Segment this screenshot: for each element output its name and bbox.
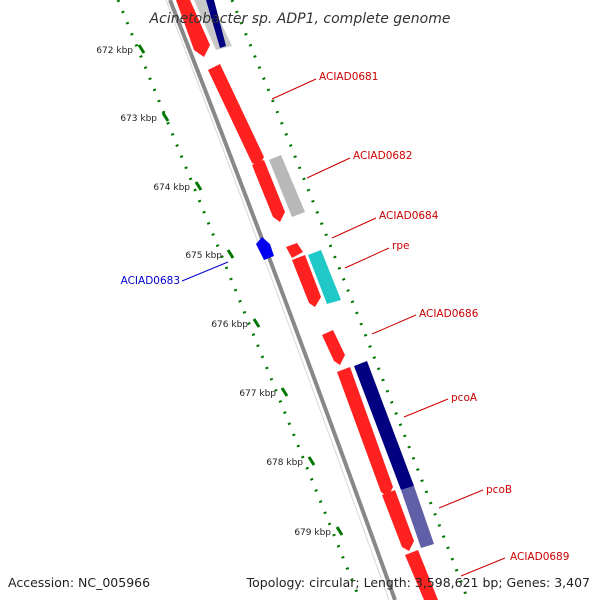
coordinate-ticks: 672 kbp 673 kbp 674 kbp 675 kbp 676 kbp 677 k… (96, 44, 344, 538)
gene-label-pcob[interactable]: pcoB (486, 484, 512, 496)
inner-green-dotted-ring (116, 0, 362, 600)
cds-forward-rpe (292, 255, 321, 307)
gene-callout-line (271, 78, 317, 100)
accession-text: Accession: NC_005966 (8, 575, 150, 590)
blast-bar-grey-0682 (269, 155, 305, 217)
gene-callout-line (403, 398, 449, 418)
gene-label-aciad0682[interactable]: ACIAD0682 (353, 150, 412, 162)
cds-forward-0680 (176, 0, 210, 57)
cds-forward-0684 (286, 243, 303, 258)
gene-label-aciad0686[interactable]: ACIAD0686 (419, 308, 479, 320)
tick-label: 678 kbp (266, 458, 303, 468)
tick-mark (194, 181, 203, 191)
tick-label: 672 kbp (96, 46, 133, 56)
cds-reverse-0683 (256, 237, 274, 260)
cds-forward-0689 (405, 550, 438, 600)
tick-mark (252, 318, 261, 328)
gene-callout-line (438, 489, 484, 509)
outer-green-dotted-ring (230, 0, 470, 600)
cds-forward-0681 (208, 64, 264, 166)
tick-mark (280, 387, 289, 397)
genome-summary-text: Topology: circular; Length: 3,598,621 bp… (246, 575, 590, 590)
tick-mark (137, 44, 146, 54)
blast-bar-navy-pco (354, 361, 414, 490)
tick-label: 674 kbp (153, 183, 190, 193)
tick-label: 677 kbp (239, 389, 276, 399)
gene-label-rpe[interactable]: rpe (392, 240, 409, 252)
blast-bar-navy-top (206, 0, 226, 48)
tick-mark (226, 249, 235, 259)
gene-callout-line (181, 261, 229, 282)
tick-mark (307, 456, 316, 466)
cds-forward-pcoB (382, 490, 414, 551)
map-title: Acinetobacter sp. ADP1, complete genome (149, 11, 451, 27)
cds-forward-0686 (322, 330, 345, 365)
backbone-outer (168, 0, 397, 600)
backbone-inner (165, 0, 390, 600)
gene-callout-line (371, 314, 417, 335)
tick-label: 676 kbp (211, 320, 248, 330)
gene-callout-line (331, 217, 377, 239)
blast-bar-lavender-pco (401, 486, 434, 548)
tick-label: 673 kbp (120, 114, 157, 124)
blast-bar-teal-rpe (308, 250, 341, 304)
tick-label: 675 kbp (185, 251, 222, 261)
tick-label: 679 kbp (294, 528, 331, 538)
gene-callout-line (306, 157, 351, 179)
gene-label-aciad0683[interactable]: ACIAD0683 (121, 275, 180, 287)
gene-label-aciad0681[interactable]: ACIAD0681 (319, 71, 378, 83)
tick-mark (335, 526, 344, 536)
gene-callout-line (344, 247, 390, 269)
gene-callout-line (460, 557, 506, 577)
gene-label-pcoa[interactable]: pcoA (451, 392, 478, 404)
cds-forward-pcoA (337, 367, 393, 497)
gene-label-aciad0689[interactable]: ACIAD0689 (510, 551, 569, 563)
gene-labels: ACIAD0681 ACIAD0682 ACIAD0684 rpe ACIAD0686 p… (121, 71, 569, 577)
gene-label-aciad0684[interactable]: ACIAD0684 (379, 210, 439, 222)
tick-mark (161, 112, 170, 122)
cds-forward-0682 (252, 160, 285, 222)
